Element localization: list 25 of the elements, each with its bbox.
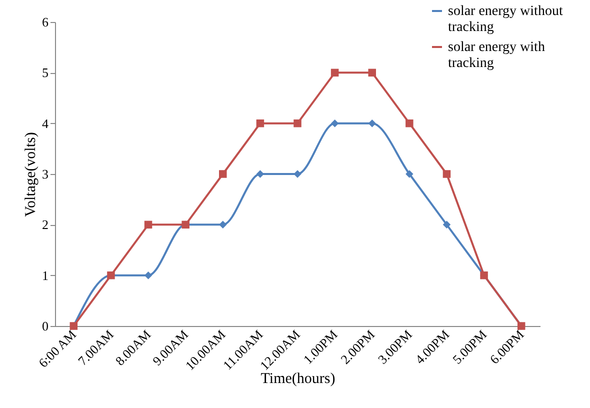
- y-tick-label: 2: [42, 217, 48, 232]
- point: [442, 170, 451, 178]
- legend-label: solar energy with tracking: [448, 40, 545, 71]
- point: [219, 170, 227, 178]
- point: [330, 68, 339, 77]
- point: [442, 220, 451, 229]
- point: [406, 119, 414, 128]
- y-tick-label: 3: [42, 166, 48, 182]
- point: [406, 170, 414, 178]
- point: [368, 68, 376, 77]
- point: [256, 119, 264, 128]
- x-axis-title: Time(hours): [260, 370, 336, 387]
- point: [144, 220, 152, 229]
- y-tick-label: 5: [42, 65, 48, 80]
- y-tick-label: 0: [42, 318, 48, 334]
- y-tick-label: 1: [42, 268, 48, 283]
- point: [219, 220, 227, 229]
- point: [294, 119, 302, 128]
- point: [368, 119, 376, 128]
- point: [294, 170, 302, 178]
- point: [144, 271, 152, 280]
- y-axis-title: Voltage(volts): [23, 132, 39, 217]
- point: [330, 119, 339, 128]
- y-tick-label: 6: [42, 14, 49, 30]
- y-tick-label: 4: [42, 116, 49, 131]
